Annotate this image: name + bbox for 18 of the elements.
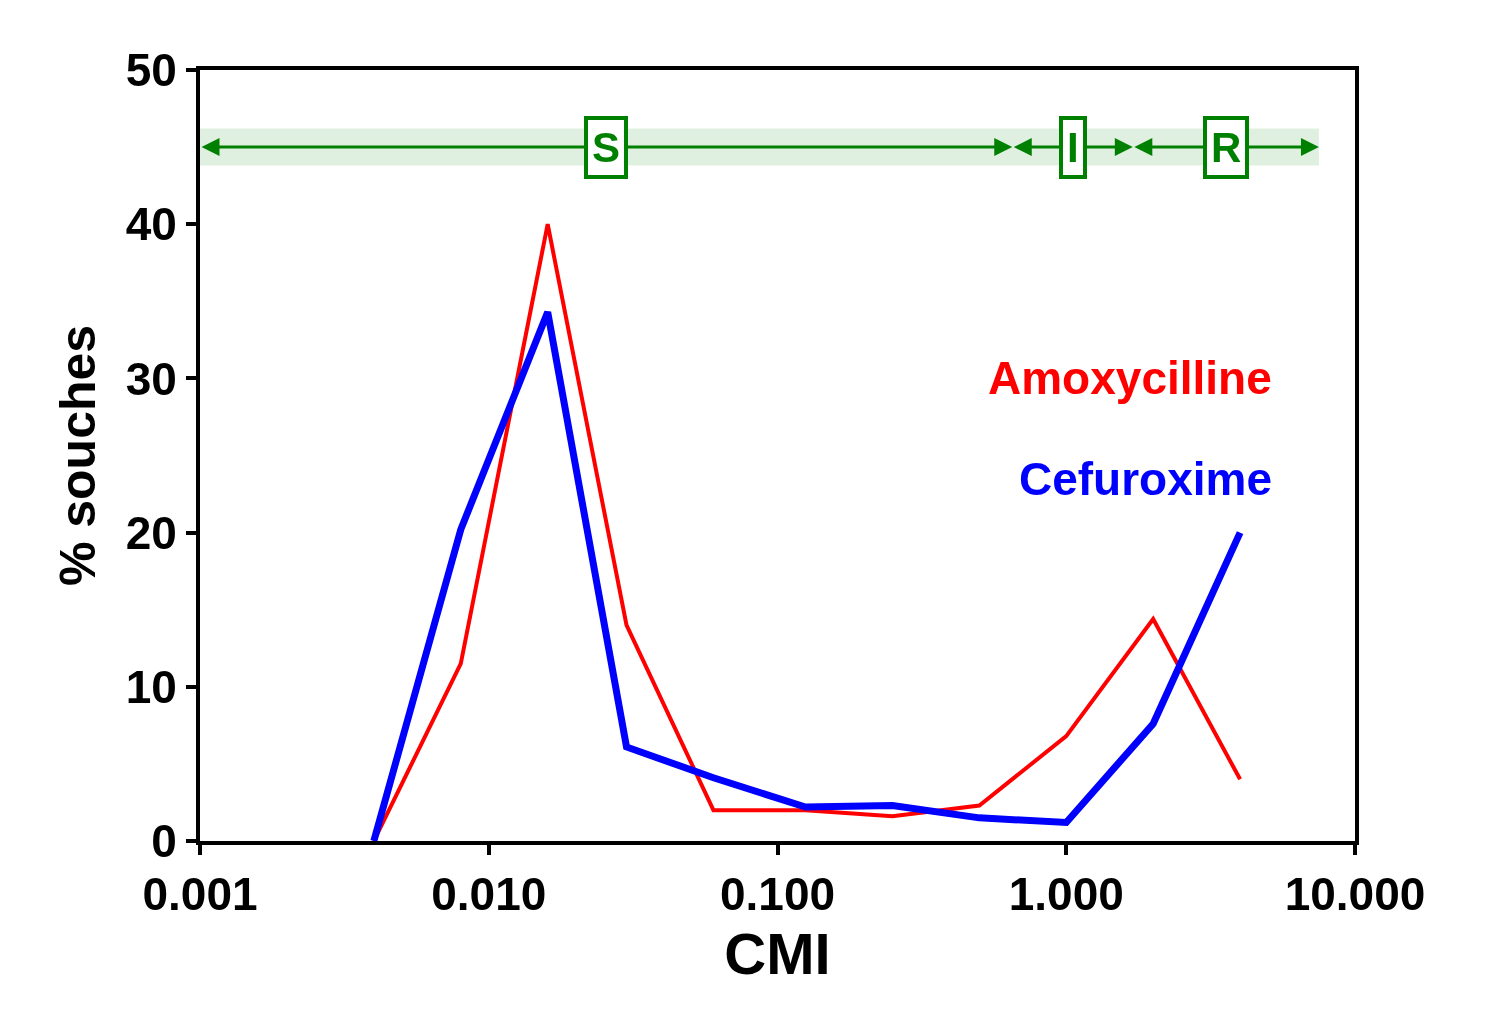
y-tick-label: 40 — [125, 198, 177, 251]
series-label: Cefuroxime — [1019, 453, 1273, 505]
x-tick-label: 1.000 — [1008, 868, 1124, 921]
y-axis-title: % souches — [50, 324, 107, 587]
x-tick-label: 0.100 — [719, 868, 836, 921]
y-tick-label: 30 — [125, 352, 177, 405]
x-tick-label: 0.010 — [431, 868, 547, 921]
x-tick-label: 10.000 — [1284, 868, 1426, 921]
band-label: R — [1211, 124, 1242, 171]
band-label: I — [1067, 124, 1079, 171]
y-tick-label: 0 — [151, 815, 177, 868]
y-tick-label: 50 — [125, 44, 177, 97]
x-tick-label: 0.001 — [142, 868, 258, 921]
y-tick-label: 10 — [125, 660, 177, 713]
x-axis-title: CMI — [724, 920, 831, 986]
text: Amoxycilline — [988, 352, 1272, 404]
y-tick-label: 20 — [125, 506, 177, 559]
band-label: S — [592, 124, 621, 171]
